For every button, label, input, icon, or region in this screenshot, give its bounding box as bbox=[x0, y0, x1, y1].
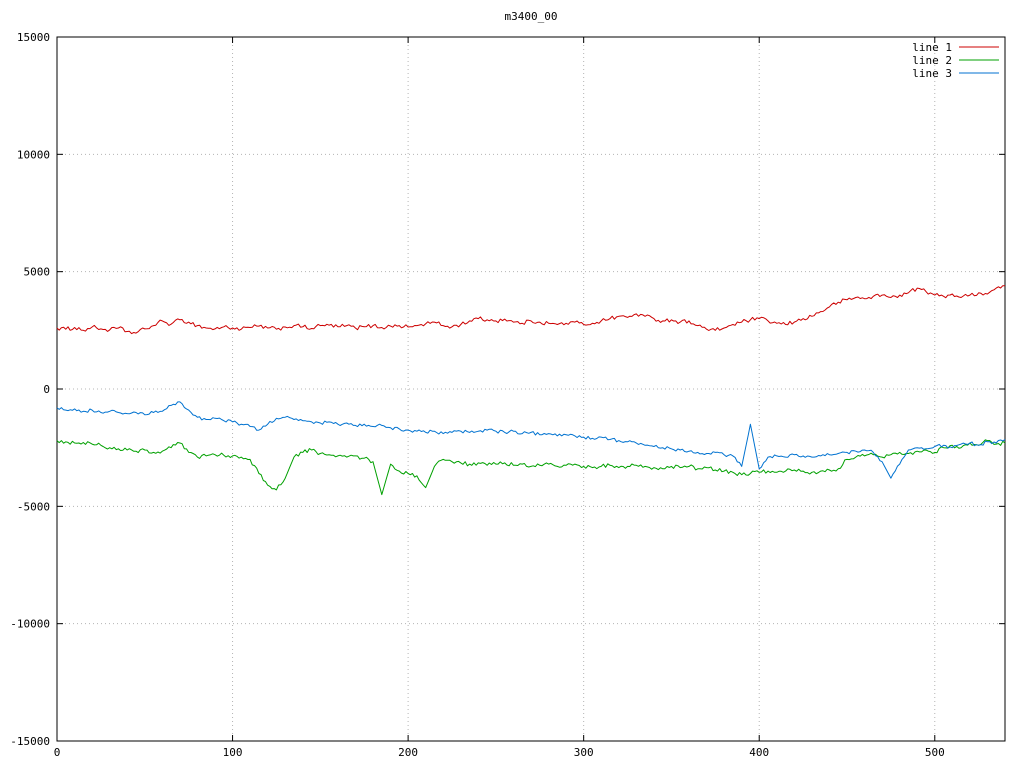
legend-label: line 2 bbox=[912, 54, 952, 67]
chart-title: m3400_00 bbox=[505, 10, 558, 23]
plot-border bbox=[56, 36, 1006, 742]
y-tick-label: 0 bbox=[43, 383, 50, 396]
axis-tick-labels: 0 100 200 300 400 500 -15000 -10000 -5000 0 5000 10… bbox=[10, 31, 944, 759]
plot-frame bbox=[56, 36, 1006, 742]
x-tick-label: 500 bbox=[925, 746, 945, 759]
y-tick-label: -5000 bbox=[17, 500, 50, 513]
series-lines bbox=[56, 285, 1006, 496]
x-tick-label: 100 bbox=[223, 746, 243, 759]
series-line-2 bbox=[56, 439, 1006, 496]
x-tick-label: 0 bbox=[54, 746, 61, 759]
y-tick-label: 15000 bbox=[17, 31, 50, 44]
y-tick-label: 5000 bbox=[24, 266, 51, 279]
x-tick-label: 200 bbox=[398, 746, 418, 759]
y-tick-label: 10000 bbox=[17, 148, 50, 161]
series-line-3 bbox=[56, 401, 1006, 479]
axis-ticks bbox=[56, 36, 1005, 742]
x-tick-label: 400 bbox=[749, 746, 769, 759]
y-tick-label: -10000 bbox=[10, 618, 50, 631]
legend-label: line 3 bbox=[912, 67, 952, 80]
y-tick-label: -15000 bbox=[10, 735, 50, 748]
series-line-1 bbox=[56, 285, 1005, 335]
x-tick-label: 300 bbox=[574, 746, 594, 759]
legend-label: line 1 bbox=[912, 41, 952, 54]
grid bbox=[57, 37, 1005, 741]
